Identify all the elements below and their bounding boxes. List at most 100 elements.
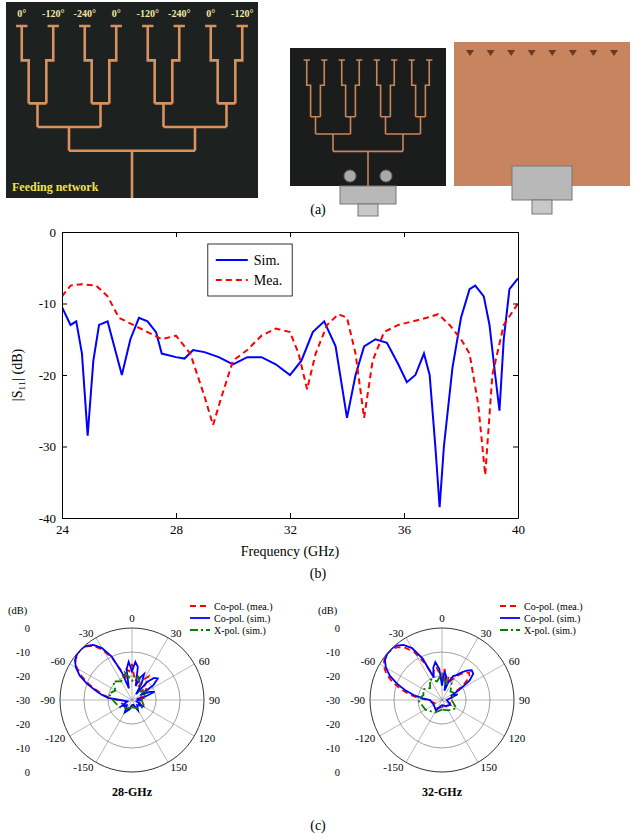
grid-spoke	[442, 628, 443, 700]
series-line	[62, 278, 518, 507]
polar-chart: 0306090120150-150-120-90-60-30-30-20-20-…	[318, 601, 583, 800]
tick-label: 40	[512, 522, 525, 537]
grid-spoke	[442, 700, 478, 762]
panel-label: (a)	[310, 202, 326, 218]
tick-label: -10	[39, 296, 56, 311]
legend-key	[216, 279, 248, 281]
screw	[380, 170, 392, 182]
radial-tick-label: 0	[25, 623, 30, 634]
angle-label: 90	[209, 694, 221, 706]
legend-key	[500, 605, 520, 607]
legend: Sim.Mea.	[208, 244, 292, 296]
tick-mark	[62, 304, 67, 305]
tick-mark	[513, 232, 518, 233]
tick	[404, 232, 405, 237]
port-marker	[507, 50, 515, 56]
tick: -40	[39, 511, 67, 526]
y-axis-right	[513, 233, 519, 519]
radial-tick-label: -30	[16, 695, 30, 706]
port-marker	[528, 50, 536, 56]
phase-label: -240°	[74, 8, 96, 19]
legend-key	[190, 617, 210, 619]
port-marker	[487, 50, 495, 56]
phase-label: 0°	[112, 8, 121, 19]
connector	[358, 204, 378, 216]
tick	[513, 518, 518, 519]
angle-label: 0	[439, 612, 445, 624]
x-axis-title: Frequency (GHz)	[241, 544, 340, 560]
angle-label: -150	[383, 761, 404, 773]
radial-tick-label: 0	[25, 767, 30, 778]
phase-label: 0°	[17, 8, 26, 19]
polar-chart: 0306090120150-150-120-90-60-30-30-20-20-…	[8, 601, 273, 800]
photo-board	[454, 42, 630, 186]
tick-mark	[404, 513, 405, 518]
tick: 36	[398, 513, 412, 537]
tick-label: -20	[39, 368, 56, 383]
feed-line	[16, 26, 248, 198]
series-line	[385, 645, 473, 710]
panel-label: (c)	[310, 818, 326, 834]
polar-frame	[60, 628, 204, 772]
plot-area	[75, 645, 158, 713]
tick-label: 0	[50, 225, 57, 240]
axis-line	[63, 518, 519, 519]
plot-area	[62, 278, 518, 507]
angle-label: -120	[355, 732, 376, 744]
plot-area	[384, 645, 473, 713]
tick-mark	[513, 447, 518, 448]
tick	[513, 304, 518, 305]
tick-mark	[290, 513, 291, 518]
x-axis: 2428323640	[56, 513, 525, 537]
port-marker	[589, 50, 597, 56]
angle-label: -30	[79, 627, 94, 639]
angle-label: 120	[199, 732, 216, 744]
tick-mark	[513, 518, 518, 519]
series-line	[418, 674, 457, 713]
phase-label: -240°	[168, 8, 190, 19]
grid-spoke	[380, 700, 442, 736]
angle-label: -90	[350, 694, 365, 706]
tick	[62, 232, 63, 237]
tick-mark	[62, 232, 63, 237]
legend-label: Co-pol. (sim.)	[214, 613, 270, 625]
tick-label: 24	[56, 522, 70, 537]
series-line	[75, 645, 158, 713]
radial-tick-label: 0	[335, 767, 340, 778]
angle-label: -120	[45, 732, 66, 744]
panel-label: (b)	[310, 566, 327, 582]
radial-tick-label: -10	[16, 647, 30, 658]
connector	[532, 200, 552, 214]
chart-title: 28-GHz	[112, 785, 153, 799]
tick-label: -30	[39, 439, 56, 454]
angle-label: 30	[481, 627, 493, 639]
phase-label: -120°	[137, 8, 159, 19]
legend-box	[208, 244, 292, 296]
legend-key	[500, 617, 520, 619]
radial-axis-title: (dB)	[318, 605, 338, 617]
tick: 32	[284, 513, 297, 537]
polar-frame	[370, 628, 514, 772]
angle-label: -60	[361, 655, 376, 667]
photo-caption: Feeding network	[12, 180, 99, 194]
angle-label: -30	[389, 627, 404, 639]
legend-key	[190, 629, 210, 631]
radial-tick-label: -10	[326, 743, 340, 754]
tick	[513, 447, 518, 448]
legend-label: Sim.	[254, 253, 280, 268]
radial-tick-label: -20	[326, 719, 340, 730]
chart-title: 32-GHz	[422, 785, 463, 799]
tick	[290, 232, 291, 237]
screw	[344, 170, 356, 182]
connector	[340, 186, 396, 204]
tick-mark	[513, 375, 518, 376]
angle-label: -90	[40, 694, 55, 706]
angle-label: 150	[171, 761, 188, 773]
radial-tick-label: -20	[16, 719, 30, 730]
tick-mark	[176, 513, 177, 518]
radial-tick-label: -10	[326, 647, 340, 658]
legend: Co-pol. (mea.)Co-pol. (sim.)X-pol. (sim.…	[500, 601, 583, 637]
y-axis-title: |S₁₁| (dB)	[10, 349, 26, 402]
angle-label: -60	[51, 655, 66, 667]
radial-tick-label: -20	[326, 671, 340, 682]
